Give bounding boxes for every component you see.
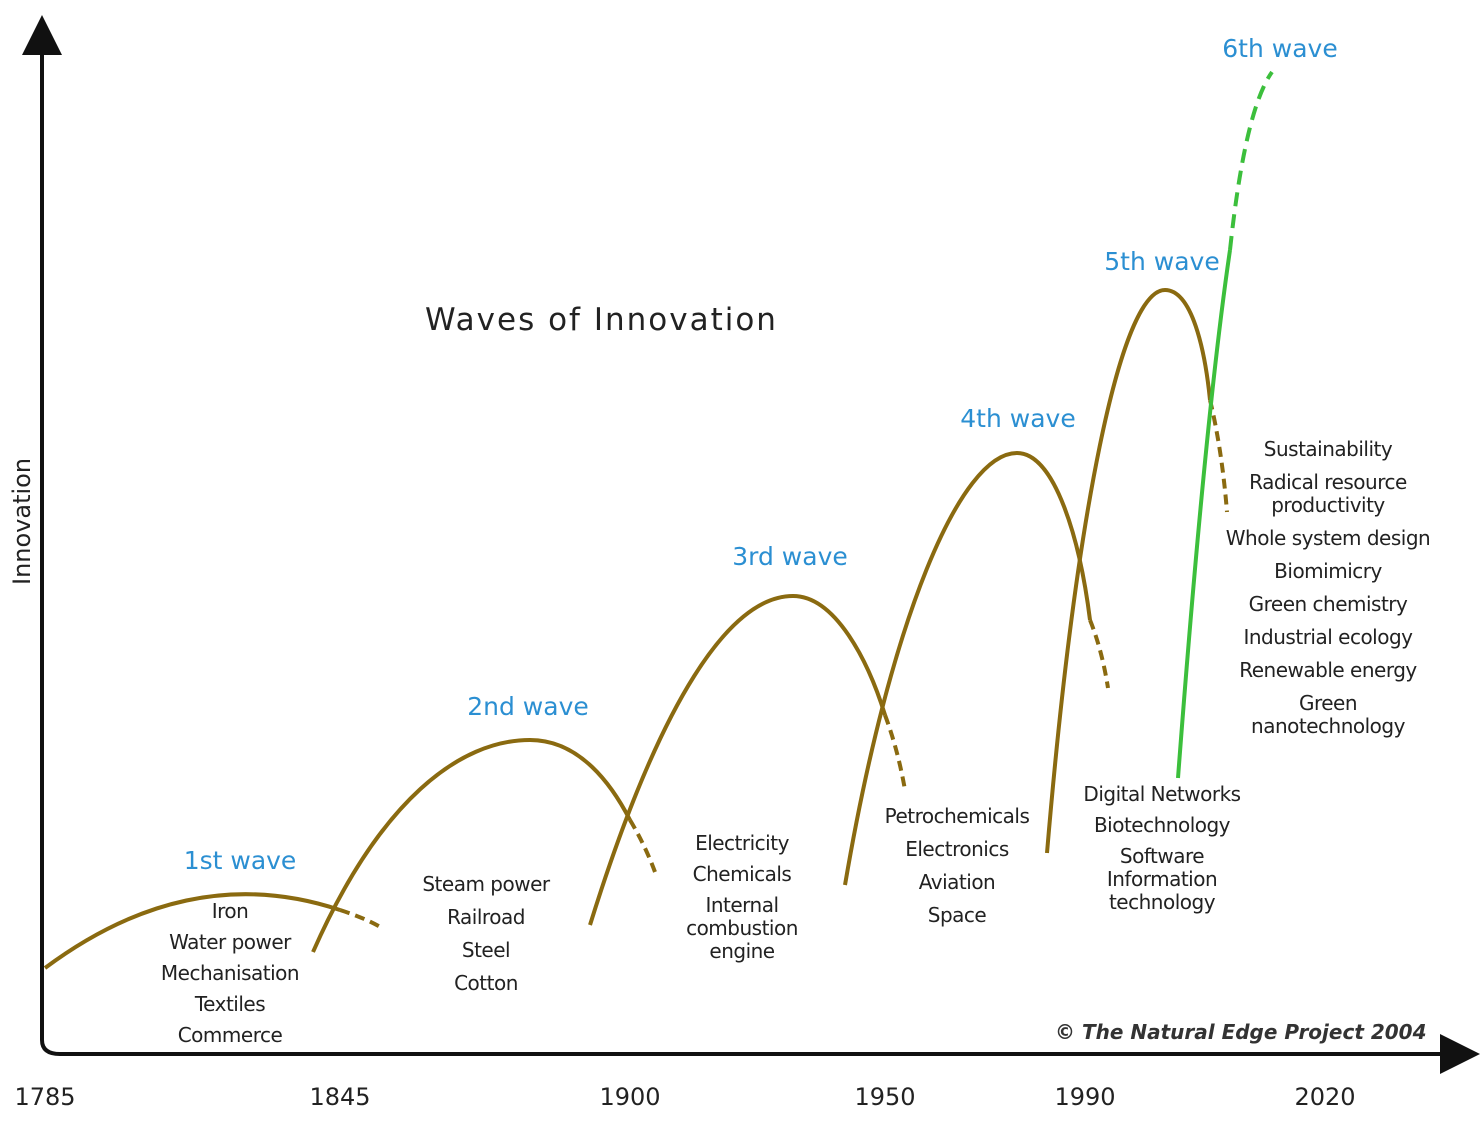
wave-item: Steam power <box>422 872 550 896</box>
wave-item: Industrial ecology <box>1243 625 1413 649</box>
wave-item: Internal combustion engine <box>686 893 798 963</box>
title: Waves of Innovation <box>425 302 778 338</box>
wave-item: Railroad <box>447 905 525 929</box>
wave-item: Green nanotechnology <box>1251 691 1405 738</box>
wave-item: Water power <box>169 930 291 954</box>
x-tick-label: 2020 <box>1294 1083 1356 1111</box>
wave-item: Renewable energy <box>1239 658 1417 682</box>
wave-label: 5th wave <box>1104 247 1220 276</box>
wave-items: Petrochemicals Electronics Aviation Space <box>827 805 1087 937</box>
wave-item: Whole system design <box>1225 526 1431 550</box>
wave-curve <box>43 892 341 970</box>
wave-label: 4th wave <box>960 404 1076 433</box>
wave-label: 2nd wave <box>467 692 589 721</box>
x-axis <box>40 1034 1480 1074</box>
wave-tail <box>339 908 384 930</box>
wave-item: Steel <box>461 938 511 962</box>
wave-tail <box>883 714 907 791</box>
x-tick-label: 1950 <box>854 1083 916 1111</box>
wave-item: Petrochemicals <box>884 804 1030 828</box>
wave-item: Mechanisation <box>160 961 300 985</box>
x-tick-label: 1845 <box>309 1083 371 1111</box>
wave-tail <box>1088 619 1110 689</box>
wave-item: Electronics <box>905 837 1009 861</box>
wave-tail <box>1208 399 1229 513</box>
wave-item: Software Information technology <box>1106 844 1218 914</box>
wave-item: Textiles <box>194 992 266 1016</box>
wave-items: Sustainability Radical resource productiv… <box>1198 438 1458 748</box>
wave-curve <box>1045 287 1212 854</box>
wave-tail <box>628 818 657 873</box>
wave-label: 1st wave <box>183 846 297 875</box>
wave-items: Steam power Railroad Steel Cotton <box>356 873 616 1005</box>
credit: © The Natural Edge Project 2004 <box>1055 1020 1427 1044</box>
wave-item: Cotton <box>454 971 518 995</box>
wave-item: Biomimicry <box>1274 559 1382 583</box>
wave-item: Aviation <box>918 870 996 894</box>
wave-label: 3rd wave <box>732 542 848 571</box>
wave-item: Iron <box>211 899 249 923</box>
wave-curve <box>311 737 632 953</box>
wave-curve <box>588 593 887 926</box>
y-axis-label: Innovation <box>8 457 36 585</box>
wave-curve <box>843 450 1092 886</box>
wave-item: Radical resource productivity <box>1249 470 1407 517</box>
wave-curve <box>1176 249 1232 779</box>
wave-item: Green chemistry <box>1248 592 1408 616</box>
wave-tail <box>1228 70 1274 251</box>
wave-item: Commerce <box>177 1023 283 1047</box>
wave-items: Digital Networks Biotechnology Software In… <box>1032 783 1292 922</box>
wave-item: Digital Networks <box>1083 782 1241 806</box>
wave-item: Space <box>927 903 987 927</box>
wave-items: Iron Water power Mechanisation Textiles Comm… <box>100 900 360 1055</box>
x-tick-label: 1785 <box>14 1083 76 1111</box>
x-tick-label: 1900 <box>599 1083 661 1111</box>
wave-items: Electricity Chemicals Internal combustion … <box>612 832 872 971</box>
wave-item: Biotechnology <box>1093 813 1231 837</box>
wave-item: Sustainability <box>1263 437 1393 461</box>
wave-label: 6th wave <box>1222 34 1338 63</box>
wave-item: Electricity <box>695 831 789 855</box>
x-tick-label: 1990 <box>1054 1083 1116 1111</box>
wave-item: Chemicals <box>692 862 792 886</box>
